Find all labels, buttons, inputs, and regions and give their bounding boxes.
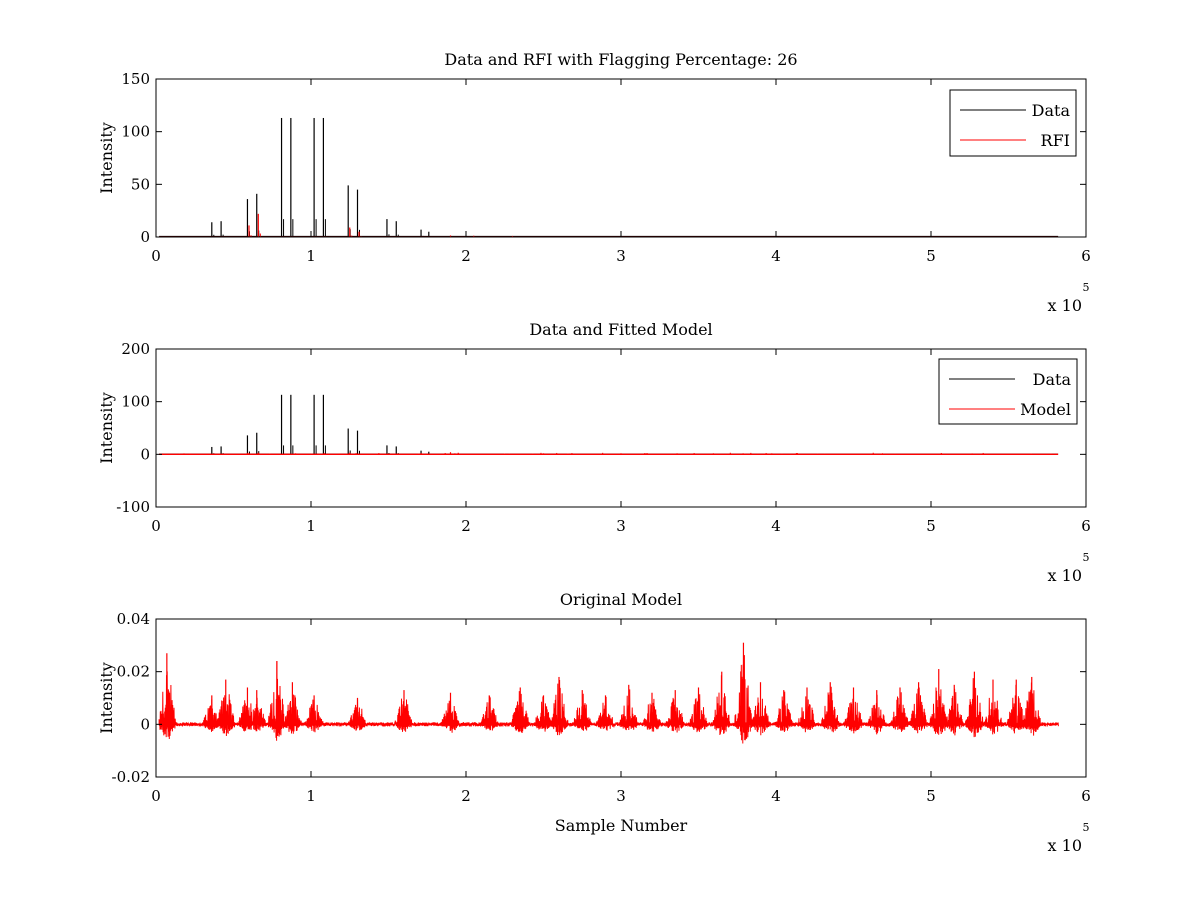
x-tick-label: 5 [926,247,936,265]
series-model [158,642,1059,744]
chart-title: Data and Fitted Model [529,320,712,339]
x-exponent-label: 5 [1083,551,1090,564]
y-tick-label: 0 [140,715,150,733]
y-tick-label: -100 [116,498,150,516]
plot-area [159,117,1059,237]
y-axis-label: Intensity [97,662,116,734]
legend-label-data: Data [1032,101,1071,120]
legend-box [938,358,1078,425]
plot-area [158,642,1059,744]
x-multiplier-label: x 10 [1048,566,1082,585]
x-tick-label: 4 [771,247,781,265]
y-axis-label: Intensity [97,392,116,464]
x-tick-label: 3 [616,247,626,265]
model-signal-line [158,655,1059,744]
x-axis-label: Sample Number [555,816,688,835]
axes-box [155,78,1087,238]
legend-label-model: Model [1020,400,1071,419]
plot-area [159,394,1059,455]
x-exponent-label: 5 [1083,281,1090,294]
series-model [159,452,1059,455]
y-tick-label: 0.02 [117,663,150,681]
x-tick-label: 6 [1081,247,1091,265]
y-tick-label: 100 [121,123,150,141]
x-tick-label: 1 [306,517,316,535]
x-tick-label: 6 [1081,787,1091,805]
x-multiplier-label: x 10 [1048,836,1082,855]
x-tick-label: 5 [926,517,936,535]
y-tick-label: 0 [140,445,150,463]
series-rfi [159,213,1059,237]
y-tick-label: 50 [131,175,150,193]
legend-label-rfi: RFI [1041,131,1070,150]
chart-title: Data and RFI with Flagging Percentage: 2… [444,50,797,69]
x-tick-label: 0 [151,517,161,535]
x-tick-label: 3 [616,517,626,535]
y-tick-label: 100 [121,393,150,411]
legend-box [949,89,1077,157]
x-tick-label: 4 [771,787,781,805]
series-data [159,117,1059,237]
legend: Data RFI [949,89,1077,157]
legend: Data Model [938,358,1078,425]
y-tick-label: 200 [121,340,150,358]
y-tick-label: 150 [121,70,150,88]
chart-title: Original Model [560,590,682,609]
x-tick-label: 6 [1081,517,1091,535]
series-data [159,394,1059,455]
y-tick-label: 0 [140,228,150,246]
x-tick-label: 0 [151,787,161,805]
x-tick-label: 4 [771,517,781,535]
x-tick-label: 2 [461,787,471,805]
legend-label-data: Data [1033,370,1072,389]
x-tick-label: 3 [616,787,626,805]
y-tick-label: 0.04 [117,610,150,628]
y-axis-label: Intensity [97,122,116,194]
x-tick-label: 2 [461,517,471,535]
subplot-1: 0 1 2 3 4 5 6 0 50 100 150 Data and RFI with Flaggi… [97,50,1091,315]
x-tick-label: 2 [461,247,471,265]
y-tick-label: -0.02 [112,768,150,786]
x-tick-label: 1 [306,247,316,265]
x-tick-label: 5 [926,787,936,805]
x-exponent-label: 5 [1083,821,1090,834]
x-tick-label: 1 [306,787,316,805]
x-tick-label: 0 [151,247,161,265]
x-multiplier-label: x 10 [1048,296,1082,315]
